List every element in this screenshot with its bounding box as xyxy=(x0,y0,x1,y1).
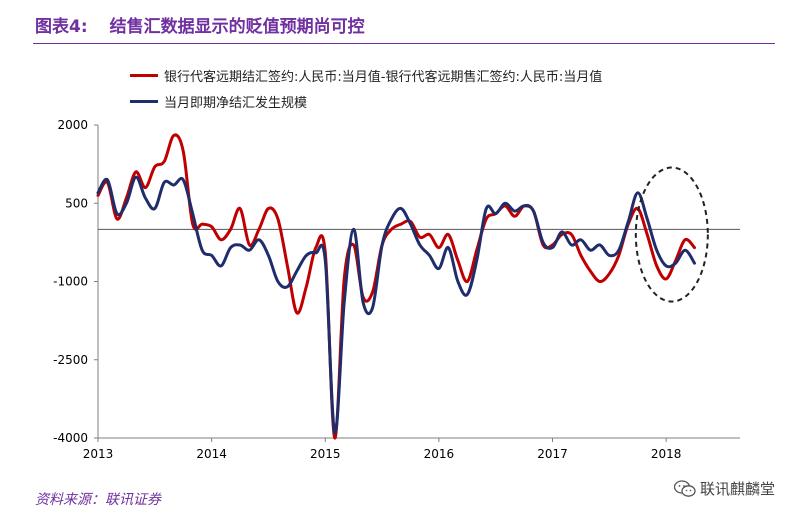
y-tick-label: 2000 xyxy=(57,118,88,132)
watermark: 联讯麒麟堂 xyxy=(673,478,775,499)
y-tick-label: -1000 xyxy=(53,275,88,289)
x-tick-label: 2015 xyxy=(310,447,341,461)
source-note: 资料来源：联讯证券 xyxy=(35,492,161,508)
figure-title-text: 结售汇数据显示的贬值预期尚可控 xyxy=(109,17,365,37)
chart-legend: 银行代客远期结汇签约:人民币:当月值-银行代客远期售汇签约:人民币:当月值 当月… xyxy=(130,62,602,114)
legend-entry-spot: 当月即期净结汇发生规模 xyxy=(130,88,602,114)
legend-label-spot: 当月即期净结汇发生规模 xyxy=(164,95,308,111)
series-forward-net-line xyxy=(96,133,696,440)
series-spot-net-line xyxy=(96,175,696,435)
axes-layer: 2000 500 -1000 -2500 -4000 2013 2014 2015 2016 20… xyxy=(53,118,740,461)
annotation-layer xyxy=(634,166,709,303)
watermark-text: 联讯麒麟堂 xyxy=(699,480,775,498)
series-layer xyxy=(96,133,696,440)
x-tick-label: 2018 xyxy=(651,447,682,461)
highlight-ellipse xyxy=(634,166,709,303)
x-tick-label: 2013 xyxy=(83,447,114,461)
legend-swatch-red xyxy=(130,73,158,77)
y-tick-label: -4000 xyxy=(53,431,88,445)
legend-swatch-navy xyxy=(130,99,158,103)
figure-label: 图表4: xyxy=(35,17,88,37)
figure-title: 图表4: 结售汇数据显示的贬值预期尚可控 xyxy=(35,12,365,37)
y-tick-label: 500 xyxy=(65,196,88,210)
y-tick-label: -2500 xyxy=(53,353,88,367)
wechat-icon xyxy=(673,479,696,497)
legend-label-forward: 银行代客远期结汇签约:人民币:当月值-银行代客远期售汇签约:人民币:当月值 xyxy=(164,69,603,85)
x-tick-label: 2014 xyxy=(196,447,227,461)
title-divider xyxy=(33,43,775,44)
legend-entry-forward: 银行代客远期结汇签约:人民币:当月值-银行代客远期售汇签约:人民币:当月值 xyxy=(130,62,602,88)
x-tick-label: 2016 xyxy=(424,447,455,461)
x-tick-label: 2017 xyxy=(537,447,568,461)
